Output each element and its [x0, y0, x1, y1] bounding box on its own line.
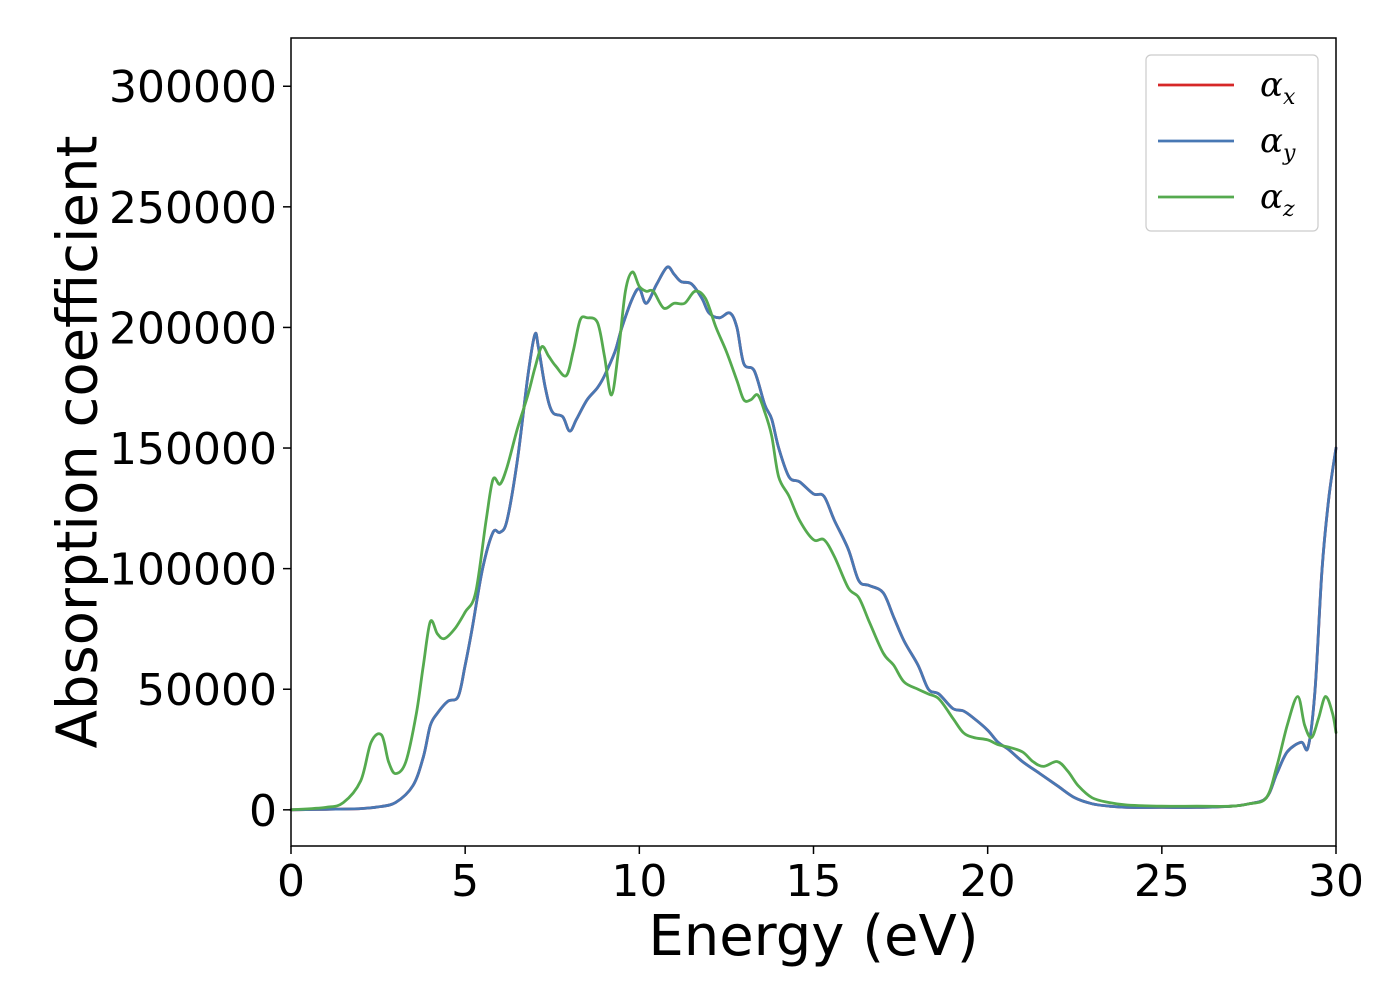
series-layer: [289, 265, 1338, 812]
x-tick-label: 30: [1308, 856, 1364, 907]
legend-box: [1145, 54, 1319, 232]
x-axis-title: Energy (eV): [648, 904, 978, 969]
y-tick-label: 0: [249, 786, 277, 837]
series-line-alpha-y: [289, 265, 1338, 812]
y-tick-label: 100000: [109, 545, 277, 596]
y-axis-title: Absorption coefficient: [46, 136, 111, 749]
y-tick-label: 200000: [109, 303, 277, 354]
y-tick-label: 300000: [109, 62, 277, 113]
y-axis-ticks: 0 50000 100000 150000 200000 250000 300000: [109, 62, 291, 837]
y-tick-label: 50000: [137, 665, 277, 716]
x-tick-label: 5: [451, 856, 479, 907]
y-tick-label: 250000: [109, 183, 277, 234]
x-axis-ticks: 0 5 10 15 20 25 30: [277, 846, 1364, 907]
series-line-alpha-z: [289, 270, 1338, 812]
y-tick-label: 150000: [109, 424, 277, 475]
x-tick-label: 0: [277, 856, 305, 907]
x-tick-label: 25: [1134, 856, 1190, 907]
x-tick-label: 20: [960, 856, 1016, 907]
x-tick-label: 10: [611, 856, 667, 907]
x-tick-label: 15: [786, 856, 842, 907]
